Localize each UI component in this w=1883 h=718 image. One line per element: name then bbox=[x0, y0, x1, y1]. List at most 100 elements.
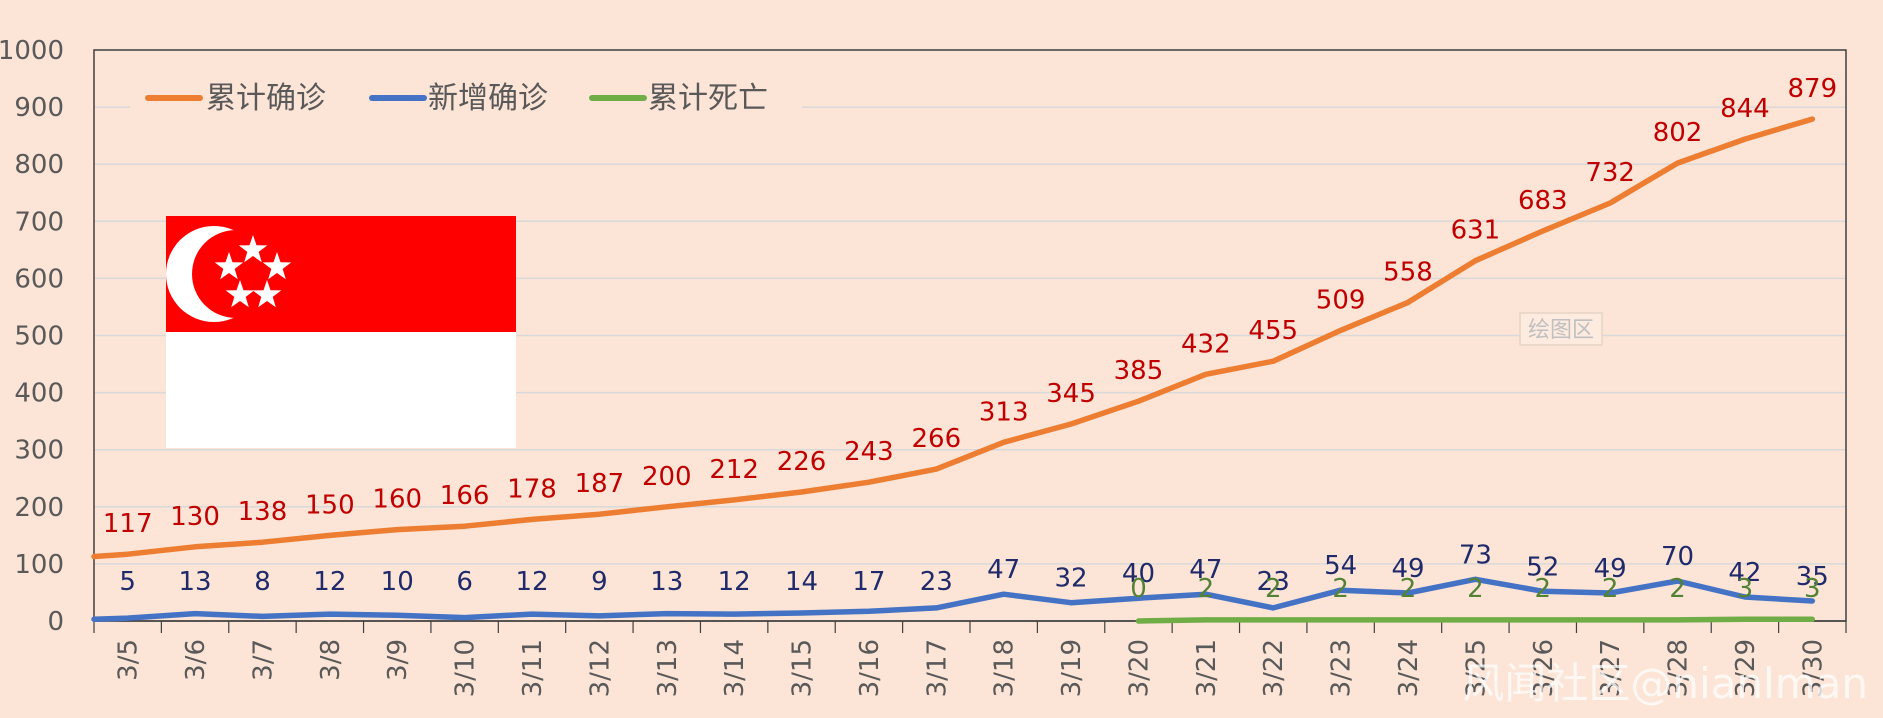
x-tick-label: 3/20 bbox=[1124, 639, 1154, 697]
x-tick-label: 3/29 bbox=[1731, 639, 1761, 697]
data-label-cumulative-cases: 187 bbox=[575, 469, 625, 499]
x-tick-label: 3/22 bbox=[1259, 639, 1289, 697]
y-tick-label: 800 bbox=[14, 150, 64, 180]
data-label-new-cases: 23 bbox=[1257, 567, 1290, 597]
x-tick-label: 3/23 bbox=[1327, 639, 1357, 697]
data-label-new-cases: 8 bbox=[254, 567, 271, 597]
x-tick-label: 3/10 bbox=[451, 639, 481, 697]
data-label-new-cases: 54 bbox=[1324, 551, 1357, 581]
data-label-cumulative-deaths: 2 bbox=[1602, 574, 1619, 604]
data-label-cumulative-cases: 243 bbox=[844, 437, 894, 467]
data-label-cumulative-cases: 385 bbox=[1114, 356, 1164, 386]
x-tick-label: 3/6 bbox=[181, 639, 211, 681]
y-tick-label: 500 bbox=[14, 322, 64, 352]
data-label-new-cases: 32 bbox=[1055, 564, 1088, 594]
series-line-cumulative-cases bbox=[91, 116, 1816, 560]
data-label-cumulative-cases: 802 bbox=[1653, 118, 1703, 148]
data-label-cumulative-cases: 178 bbox=[507, 474, 557, 504]
plot-area-tooltip: 绘图区 bbox=[1519, 312, 1603, 346]
data-label-new-cases: 17 bbox=[852, 567, 885, 597]
data-label-new-cases: 6 bbox=[456, 567, 473, 597]
data-label-cumulative-deaths: 2 bbox=[1332, 574, 1349, 604]
x-tick-label: 3/21 bbox=[1192, 639, 1222, 697]
y-tick-label: 200 bbox=[14, 493, 64, 523]
data-label-cumulative-deaths: 2 bbox=[1534, 574, 1551, 604]
legend-label-new: 新增确诊 bbox=[428, 81, 548, 116]
data-label-cumulative-cases: 226 bbox=[777, 447, 827, 477]
x-tick-label: 3/9 bbox=[383, 639, 413, 681]
y-tick-label: 700 bbox=[14, 207, 64, 237]
data-label-new-cases: 13 bbox=[179, 567, 212, 597]
legend-background bbox=[130, 74, 802, 124]
data-labels: 117 130 138 150 160 166 178 187 200 212 226 243 2663… bbox=[103, 74, 1837, 604]
data-label-cumulative-cases: 631 bbox=[1451, 216, 1501, 246]
legend-label-deaths: 累计死亡 bbox=[648, 81, 768, 116]
data-label-new-cases: 42 bbox=[1728, 558, 1761, 588]
data-label-new-cases: 49 bbox=[1594, 554, 1627, 584]
x-tick-label: 3/11 bbox=[518, 639, 548, 697]
data-label-cumulative-deaths: 2 bbox=[1400, 574, 1417, 604]
x-tick-label: 3/28 bbox=[1664, 639, 1694, 697]
data-label-new-cases: 40 bbox=[1122, 559, 1155, 589]
data-label-cumulative-deaths: 3 bbox=[1737, 574, 1754, 604]
data-label-new-cases: 70 bbox=[1661, 542, 1694, 572]
data-label-new-cases: 23 bbox=[920, 567, 953, 597]
data-label-cumulative-cases: 166 bbox=[440, 481, 490, 511]
data-label-new-cases: 52 bbox=[1526, 552, 1559, 582]
series-line-cumulative-deaths bbox=[1135, 616, 1816, 624]
legend-label-cumulative: 累计确诊 bbox=[206, 81, 326, 116]
data-label-cumulative-cases: 455 bbox=[1248, 316, 1298, 346]
x-tick-label: 3/16 bbox=[855, 639, 885, 697]
data-label-new-cases: 5 bbox=[119, 567, 136, 597]
y-tick-label: 0 bbox=[47, 607, 64, 637]
data-label-cumulative-cases: 732 bbox=[1585, 158, 1635, 188]
data-label-cumulative-cases: 150 bbox=[305, 490, 355, 520]
data-label-new-cases: 13 bbox=[650, 567, 683, 597]
data-label-cumulative-cases: 160 bbox=[372, 485, 422, 515]
y-axis: 0 100 200 300 400 500 600 700 800 900 1000 bbox=[0, 36, 64, 637]
data-label-new-cases: 49 bbox=[1391, 554, 1424, 584]
series-lines bbox=[91, 116, 1816, 624]
y-tick-label: 100 bbox=[14, 550, 64, 580]
watermark: 风闻社区@nianlman bbox=[1462, 659, 1868, 708]
singapore-flag-icon bbox=[166, 216, 516, 448]
data-label-cumulative-cases: 432 bbox=[1181, 329, 1231, 359]
data-label-new-cases: 14 bbox=[785, 567, 818, 597]
data-label-new-cases: 73 bbox=[1459, 540, 1492, 570]
x-tick-label: 3/17 bbox=[922, 639, 952, 697]
x-tick-label: 3/13 bbox=[653, 639, 683, 697]
data-label-new-cases: 12 bbox=[313, 567, 346, 597]
data-label-cumulative-cases: 130 bbox=[170, 502, 220, 532]
x-tick-label: 3/18 bbox=[990, 639, 1020, 697]
x-tick-label: 3/8 bbox=[316, 639, 346, 681]
y-tick-label: 400 bbox=[14, 379, 64, 409]
data-label-cumulative-cases: 313 bbox=[979, 397, 1029, 427]
data-label-cumulative-deaths: 2 bbox=[1265, 574, 1282, 604]
data-label-cumulative-deaths: 0 bbox=[1130, 574, 1147, 604]
y-tick-label: 1000 bbox=[0, 36, 64, 66]
data-label-new-cases: 47 bbox=[1189, 555, 1222, 585]
x-tick-label: 3/26 bbox=[1529, 639, 1559, 697]
x-tick-label: 3/7 bbox=[248, 639, 278, 681]
data-label-cumulative-cases: 266 bbox=[911, 424, 961, 454]
data-label-cumulative-cases: 212 bbox=[709, 455, 759, 485]
plot-area-label: 绘图区 bbox=[1528, 318, 1594, 343]
data-label-cumulative-cases: 879 bbox=[1787, 74, 1837, 104]
x-tick-label: 3/24 bbox=[1394, 639, 1424, 697]
data-label-cumulative-cases: 844 bbox=[1720, 94, 1770, 124]
data-label-cumulative-cases: 117 bbox=[103, 509, 153, 539]
data-label-new-cases: 35 bbox=[1796, 562, 1829, 592]
data-label-cumulative-deaths: 2 bbox=[1198, 574, 1215, 604]
data-label-cumulative-cases: 509 bbox=[1316, 285, 1366, 315]
y-tick-label: 600 bbox=[14, 264, 64, 294]
y-tick-label: 300 bbox=[14, 436, 64, 466]
x-tick-label: 3/19 bbox=[1057, 639, 1087, 697]
data-label-new-cases: 12 bbox=[515, 567, 548, 597]
data-label-new-cases: 12 bbox=[718, 567, 751, 597]
data-label-cumulative-deaths: 2 bbox=[1669, 574, 1686, 604]
data-label-new-cases: 47 bbox=[987, 555, 1020, 585]
x-tick-label: 3/15 bbox=[788, 639, 818, 697]
data-label-new-cases: 10 bbox=[381, 567, 414, 597]
x-tick-label: 3/27 bbox=[1596, 639, 1626, 697]
